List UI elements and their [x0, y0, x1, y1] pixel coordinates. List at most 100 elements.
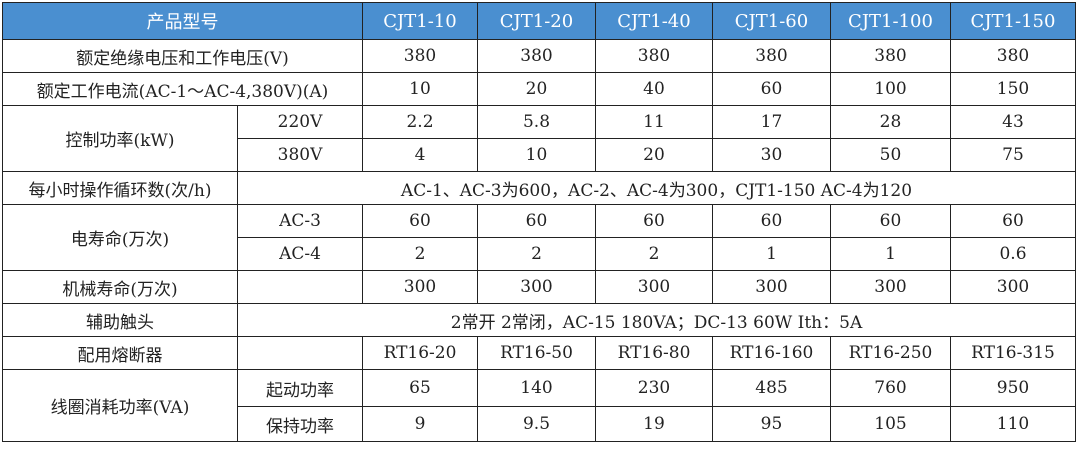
- value-cell: 43: [950, 105, 1076, 139]
- value-cell: 2.2: [362, 105, 478, 139]
- value-cell: 300: [477, 270, 596, 304]
- model-header: CJT1-150: [950, 2, 1076, 40]
- value-cell: 11: [595, 105, 713, 139]
- value-cell: RT16-80: [595, 336, 713, 370]
- row-label: 额定工作电流(AC-1～AC-4,380V)(A): [2, 72, 363, 106]
- value-cell: 40: [595, 72, 713, 106]
- model-header: CJT1-20: [477, 2, 596, 40]
- value-cell: 380: [830, 39, 951, 73]
- value-cell: 17: [712, 105, 831, 139]
- merged-value: 2常开 2常闭，AC-15 180VA；DC-13 60W Ith：5A: [237, 303, 1076, 337]
- value-cell: 380: [595, 39, 713, 73]
- table-row: 额定工作电流(AC-1～AC-4,380V)(A) 10 20 40 60 100 150: [2, 72, 1076, 106]
- value-cell: 10: [362, 72, 478, 106]
- value-cell: 60: [712, 72, 831, 106]
- row-label: 控制功率(kW): [2, 105, 238, 172]
- value-cell: 2: [595, 237, 713, 271]
- value-cell: 150: [950, 72, 1076, 106]
- value-cell: 300: [712, 270, 831, 304]
- empty-cell: [237, 336, 363, 370]
- value-cell: RT16-250: [830, 336, 951, 370]
- empty-cell: [237, 270, 363, 304]
- value-cell: 100: [830, 72, 951, 106]
- value-cell: RT16-160: [712, 336, 831, 370]
- value-cell: 10: [477, 138, 596, 172]
- value-cell: 9.5: [477, 406, 596, 442]
- table-row: 额定绝缘电压和工作电压(V) 380 380 380 380 380 380: [2, 39, 1076, 73]
- row-label: 配用熔断器: [2, 336, 238, 370]
- value-cell: 50: [830, 138, 951, 172]
- value-cell: 300: [950, 270, 1076, 304]
- value-cell: 230: [595, 369, 713, 407]
- row-label: 每小时操作循环数(次/h): [2, 171, 238, 205]
- table-row: 配用熔断器 RT16-20 RT16-50 RT16-80 RT16-160 RT16-2…: [2, 336, 1076, 370]
- table-row: 保持功率 9 9.5 19 95 105 110: [3, 406, 1076, 442]
- table-row: AC-4 2 2 2 1 1 0.6: [3, 237, 1076, 271]
- table-row: 电寿命(万次) AC-3 60 60 60 60 60 60: [2, 204, 1076, 271]
- value-cell: 60: [595, 204, 713, 238]
- row-label: 机械寿命(万次): [2, 270, 238, 304]
- value-cell: 380: [712, 39, 831, 73]
- value-cell: 5.8: [477, 105, 596, 139]
- value-cell: 28: [830, 105, 951, 139]
- value-cell: 110: [950, 406, 1076, 442]
- value-cell: 4: [362, 138, 478, 172]
- value-cell: RT16-50: [477, 336, 596, 370]
- table-row: 每小时操作循环数(次/h) AC-1、AC-3为600，AC-2、AC-4为300…: [2, 171, 1076, 205]
- value-cell: 20: [477, 72, 596, 106]
- value-cell: 30: [712, 138, 831, 172]
- value-cell: 65: [362, 369, 478, 407]
- value-cell: 60: [950, 204, 1076, 238]
- row-label: 线圈消耗功率(VA): [2, 369, 238, 442]
- merged-value: AC-1、AC-3为600，AC-2、AC-4为300，CJT1-150 AC-…: [237, 171, 1076, 205]
- sub-label: 起动功率: [237, 369, 363, 407]
- value-cell: RT16-20: [362, 336, 478, 370]
- model-header: CJT1-100: [830, 2, 951, 40]
- value-cell: 380: [362, 39, 478, 73]
- value-cell: 300: [830, 270, 951, 304]
- value-cell: 9: [362, 406, 478, 442]
- value-cell: 60: [830, 204, 951, 238]
- row-label: 额定绝缘电压和工作电压(V): [2, 39, 363, 73]
- sub-label: AC-4: [237, 237, 363, 271]
- value-cell: 950: [950, 369, 1076, 407]
- value-cell: 60: [477, 204, 596, 238]
- value-cell: 300: [595, 270, 713, 304]
- spec-table: 产品型号 CJT1-10 CJT1-20 CJT1-40 CJT1-60 CJT1-100…: [2, 2, 1076, 442]
- value-cell: 2: [362, 237, 478, 271]
- sub-label: 380V: [237, 138, 363, 172]
- table-row: 控制功率(kW) 220V 2.2 5.8 11 17 28 43: [2, 105, 1076, 172]
- table-row: 机械寿命(万次) 300 300 300 300 300 300: [2, 270, 1076, 304]
- value-cell: 60: [712, 204, 831, 238]
- value-cell: 60: [362, 204, 478, 238]
- table-row: 辅助触头 2常开 2常闭，AC-15 180VA；DC-13 60W Ith：5A: [2, 303, 1076, 337]
- value-cell: 140: [477, 369, 596, 407]
- value-cell: 0.6: [950, 237, 1076, 271]
- value-cell: 95: [712, 406, 831, 442]
- sub-label: 保持功率: [237, 406, 363, 442]
- sub-label: AC-3: [237, 204, 363, 238]
- value-cell: 380: [477, 39, 596, 73]
- value-cell: RT16-315: [950, 336, 1076, 370]
- model-header: CJT1-40: [595, 2, 713, 40]
- sub-label: 220V: [237, 105, 363, 139]
- value-cell: 2: [477, 237, 596, 271]
- value-cell: 1: [830, 237, 951, 271]
- row-label: 辅助触头: [2, 303, 238, 337]
- header-label: 产品型号: [2, 2, 363, 40]
- table-row: 线圈消耗功率(VA) 起动功率 65 140 230 485 760 950: [2, 369, 1076, 442]
- row-label: 电寿命(万次): [2, 204, 238, 271]
- value-cell: 19: [595, 406, 713, 442]
- value-cell: 20: [595, 138, 713, 172]
- value-cell: 380: [950, 39, 1076, 73]
- value-cell: 485: [712, 369, 831, 407]
- model-header: CJT1-10: [362, 2, 478, 40]
- value-cell: 300: [362, 270, 478, 304]
- value-cell: 1: [712, 237, 831, 271]
- model-header: CJT1-60: [712, 2, 831, 40]
- table-row: 产品型号 CJT1-10 CJT1-20 CJT1-40 CJT1-60 CJT1-100…: [2, 2, 1076, 40]
- value-cell: 75: [950, 138, 1076, 172]
- value-cell: 105: [830, 406, 951, 442]
- value-cell: 760: [830, 369, 951, 407]
- table-row: 380V 4 10 20 30 50 75: [3, 138, 1076, 172]
